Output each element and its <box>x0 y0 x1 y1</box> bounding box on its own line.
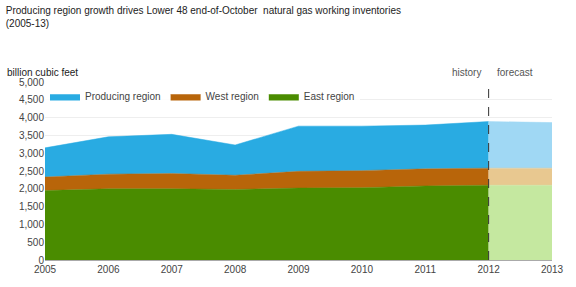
svg-text:2011: 2011 <box>414 264 436 275</box>
svg-text:3,000: 3,000 <box>19 148 44 159</box>
svg-text:1,000: 1,000 <box>19 219 44 230</box>
svg-text:2008: 2008 <box>224 264 247 275</box>
svg-text:2006: 2006 <box>97 264 120 275</box>
svg-text:2010: 2010 <box>351 264 374 275</box>
svg-text:Producing region growth drives: Producing region growth drives Lower 48 … <box>6 5 401 29</box>
svg-text:2,500: 2,500 <box>19 166 44 177</box>
svg-text:East region: East region <box>304 91 355 102</box>
svg-text:West region: West region <box>206 91 259 102</box>
svg-text:5,000: 5,000 <box>19 77 44 88</box>
svg-text:2013: 2013 <box>541 264 564 275</box>
svg-text:4,000: 4,000 <box>19 112 44 123</box>
svg-text:2012: 2012 <box>478 264 501 275</box>
svg-text:0: 0 <box>38 255 44 266</box>
svg-text:2,000: 2,000 <box>19 183 44 194</box>
svg-text:2009: 2009 <box>287 264 310 275</box>
svg-text:billion cubic feet: billion cubic feet <box>7 67 78 78</box>
svg-text:3,500: 3,500 <box>19 130 44 141</box>
svg-text:2005: 2005 <box>34 264 57 275</box>
svg-text:4,500: 4,500 <box>19 94 44 105</box>
svg-text:Producing region: Producing region <box>85 91 161 102</box>
svg-text:forecast: forecast <box>497 67 533 78</box>
svg-text:2007: 2007 <box>161 264 184 275</box>
svg-text:history: history <box>452 67 481 78</box>
svg-text:500: 500 <box>27 237 44 248</box>
svg-text:1,500: 1,500 <box>19 201 44 212</box>
